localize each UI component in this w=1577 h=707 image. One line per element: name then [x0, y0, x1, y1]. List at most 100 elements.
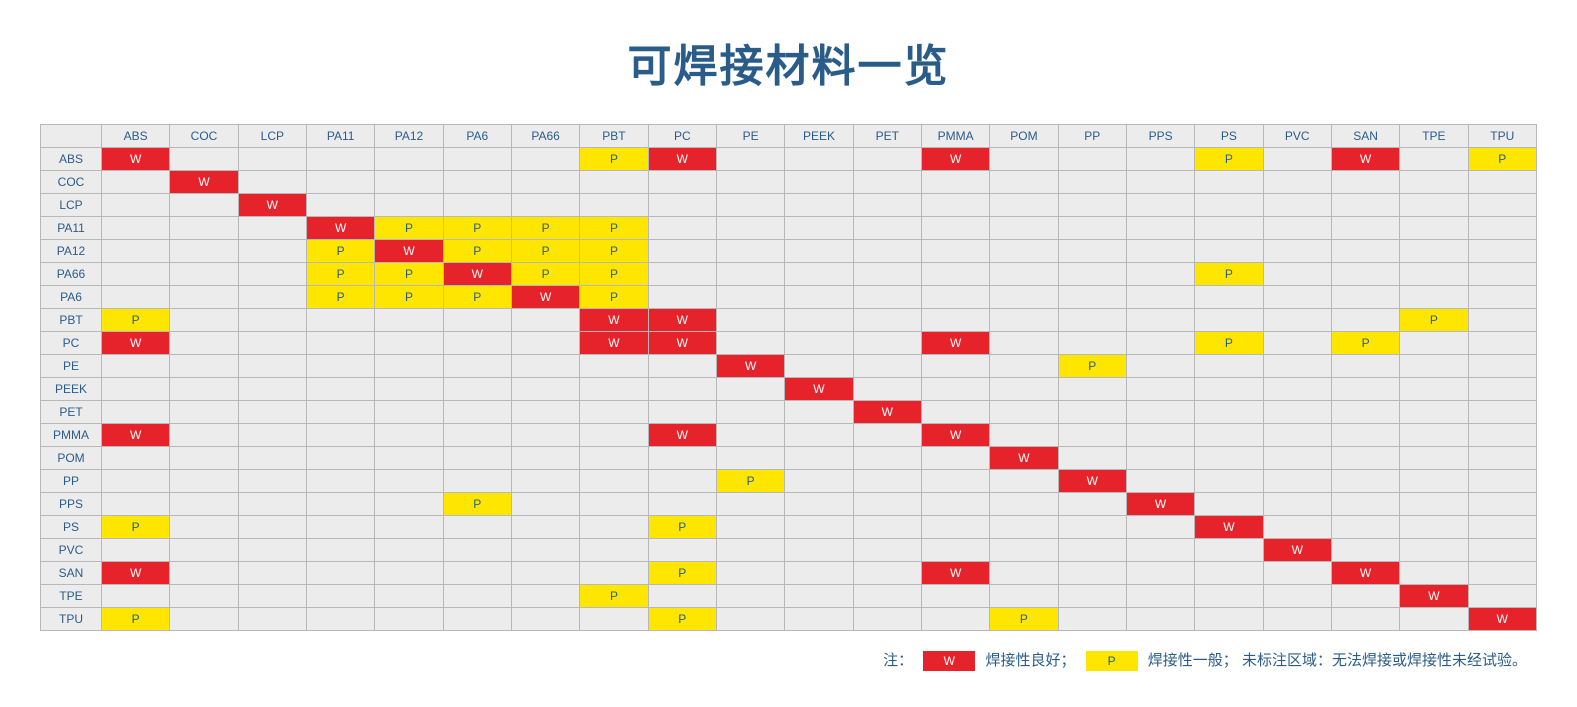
matrix-cell: [511, 608, 579, 631]
matrix-cell: [853, 608, 921, 631]
matrix-cell: [306, 447, 374, 470]
matrix-cell: [170, 493, 238, 516]
matrix-cell: [580, 424, 648, 447]
matrix-cell: P: [102, 516, 170, 539]
matrix-cell: [648, 171, 716, 194]
matrix-cell: [238, 401, 306, 424]
matrix-cell: [785, 148, 853, 171]
row-header: COC: [41, 171, 102, 194]
col-header: LCP: [238, 125, 306, 148]
matrix-cell: [443, 171, 511, 194]
matrix-cell: [580, 378, 648, 401]
matrix-cell: P: [306, 240, 374, 263]
matrix-cell: [853, 516, 921, 539]
matrix-cell: [306, 332, 374, 355]
matrix-cell: [853, 447, 921, 470]
matrix-cell: [853, 309, 921, 332]
matrix-cell: [853, 424, 921, 447]
matrix-cell: [785, 585, 853, 608]
matrix-cell: [716, 240, 784, 263]
matrix-cell: [853, 240, 921, 263]
matrix-cell: [648, 447, 716, 470]
matrix-cell: [170, 332, 238, 355]
matrix-cell: [375, 355, 443, 378]
matrix-cell: [921, 447, 989, 470]
col-header: PP: [1058, 125, 1126, 148]
matrix-cell: [1331, 355, 1399, 378]
matrix-cell: [375, 493, 443, 516]
matrix-cell: P: [1331, 332, 1399, 355]
matrix-cell: [990, 539, 1058, 562]
matrix-cell: [921, 493, 989, 516]
matrix-cell: [238, 263, 306, 286]
col-header: PBT: [580, 125, 648, 148]
matrix-cell: P: [306, 286, 374, 309]
matrix-cell: [1468, 309, 1536, 332]
matrix-cell: [1331, 194, 1399, 217]
row-header: PPS: [41, 493, 102, 516]
matrix-cell: [170, 424, 238, 447]
matrix-cell: P: [443, 286, 511, 309]
matrix-cell: P: [580, 148, 648, 171]
matrix-cell: W: [102, 424, 170, 447]
matrix-cell: [443, 148, 511, 171]
matrix-cell: [785, 447, 853, 470]
legend-swatch-p: P: [1086, 651, 1138, 671]
matrix-cell: P: [306, 263, 374, 286]
col-header: PA11: [306, 125, 374, 148]
row-header: ABS: [41, 148, 102, 171]
matrix-cell: [990, 378, 1058, 401]
matrix-cell: [1400, 171, 1468, 194]
row-header: PA66: [41, 263, 102, 286]
matrix-cell: [1126, 424, 1194, 447]
col-header: ABS: [102, 125, 170, 148]
matrix-cell: [1195, 585, 1263, 608]
matrix-cell: [921, 171, 989, 194]
matrix-cell: [443, 378, 511, 401]
matrix-cell: [785, 309, 853, 332]
matrix-cell: [238, 608, 306, 631]
matrix-cell: P: [580, 240, 648, 263]
matrix-cell: [238, 562, 306, 585]
matrix-cell: [1195, 470, 1263, 493]
matrix-cell: [580, 562, 648, 585]
matrix-cell: [1468, 516, 1536, 539]
matrix-cell: [1263, 516, 1331, 539]
matrix-cell: [1058, 562, 1126, 585]
matrix-cell: W: [648, 148, 716, 171]
matrix-cell: [1126, 539, 1194, 562]
matrix-cell: P: [375, 217, 443, 240]
matrix-cell: [1400, 562, 1468, 585]
row-header: PET: [41, 401, 102, 424]
matrix-cell: [716, 424, 784, 447]
matrix-cell: P: [1400, 309, 1468, 332]
matrix-cell: [375, 608, 443, 631]
matrix-cell: [443, 539, 511, 562]
legend-prefix: 注：: [883, 652, 913, 669]
matrix-cell: [1263, 424, 1331, 447]
matrix-cell: [1468, 562, 1536, 585]
matrix-cell: [511, 539, 579, 562]
matrix-cell: W: [306, 217, 374, 240]
matrix-cell: [580, 355, 648, 378]
matrix-cell: P: [511, 240, 579, 263]
matrix-cell: [511, 355, 579, 378]
matrix-cell: [170, 309, 238, 332]
matrix-cell: [1195, 401, 1263, 424]
matrix-cell: [1468, 355, 1536, 378]
matrix-cell: W: [853, 401, 921, 424]
matrix-cell: [170, 355, 238, 378]
matrix-cell: [443, 424, 511, 447]
matrix-cell: [1400, 263, 1468, 286]
matrix-cell: P: [1058, 355, 1126, 378]
matrix-cell: W: [511, 286, 579, 309]
matrix-cell: [102, 171, 170, 194]
col-header: PA6: [443, 125, 511, 148]
matrix-cell: [716, 447, 784, 470]
matrix-cell: [238, 171, 306, 194]
row-header: PA11: [41, 217, 102, 240]
matrix-cell: [716, 562, 784, 585]
col-header: PE: [716, 125, 784, 148]
matrix-cell: [102, 493, 170, 516]
matrix-cell: [785, 401, 853, 424]
